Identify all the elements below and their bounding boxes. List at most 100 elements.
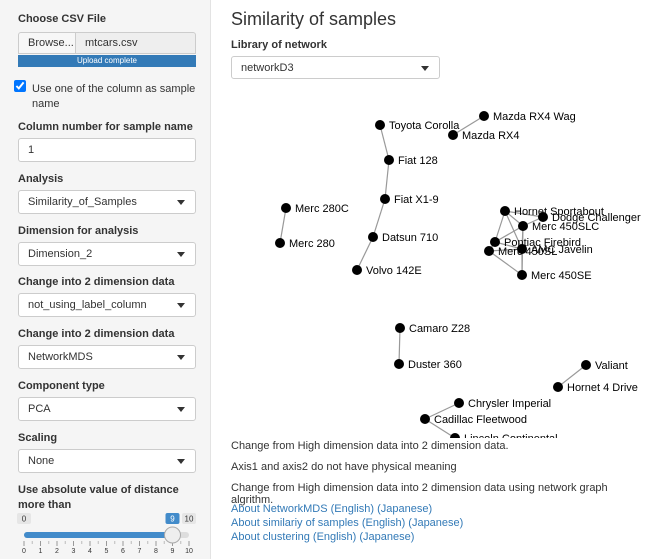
field-value: PCA — [28, 403, 51, 415]
edge — [379, 124, 390, 161]
node-label: Mazda RX4 Wag — [493, 111, 576, 123]
edge — [356, 236, 374, 271]
sidebar: Choose CSV File Browse... mtcars.csv Upl… — [0, 0, 211, 559]
node — [490, 237, 500, 247]
slider-badge-label: 9 — [170, 515, 175, 524]
node-label: Merc 280 — [289, 238, 335, 250]
node — [384, 155, 394, 165]
edge — [424, 418, 456, 438]
progress-bar: Upload complete — [18, 55, 196, 67]
slider-tick-label: 0 — [22, 548, 26, 555]
slider-fill — [24, 532, 173, 538]
node — [500, 206, 510, 216]
field-label: Change into 2 dimension data — [18, 276, 175, 289]
node — [275, 238, 285, 248]
edge — [494, 210, 506, 243]
slider[interactable]: 0 10 9 0 1 2 3 4 5 6 7 8 9 10 — [0, 510, 210, 559]
slider-tick-label: 2 — [55, 548, 59, 555]
checkbox[interactable] — [14, 80, 26, 92]
node-label: Valiant — [595, 360, 628, 372]
node-label: Fiat X1-9 — [394, 194, 439, 206]
node — [380, 194, 390, 204]
link[interactable]: About similariy of samples (English) (Ja… — [231, 517, 464, 529]
edge — [504, 210, 523, 250]
field-label: Change into 2 dimension data — [18, 328, 175, 341]
node — [375, 120, 385, 130]
node-label: Cadillac Fleetwood — [434, 414, 527, 426]
slider-handle — [164, 526, 181, 544]
select[interactable]: None — [18, 448, 196, 473]
library-value: networkD3 — [241, 61, 294, 74]
node — [479, 111, 489, 121]
field-value: NetworkMDS — [28, 351, 93, 364]
node — [518, 221, 528, 231]
edge — [372, 198, 386, 238]
slider-tick-label: 8 — [154, 548, 158, 555]
main-title: Similarity of samples — [231, 9, 397, 29]
node — [581, 360, 591, 370]
node-label: Merc 280C — [295, 203, 349, 215]
node — [352, 265, 362, 275]
slider-tick-label: 9 — [171, 548, 175, 555]
slider-tick-label: 7 — [138, 548, 142, 555]
field-label: Component type — [18, 380, 105, 392]
field-value: Dimension_2 — [28, 247, 93, 260]
slider-badge — [17, 513, 31, 524]
edge — [279, 207, 287, 244]
slider-tick-label: 3 — [72, 548, 76, 555]
field-value: None — [28, 454, 55, 467]
note: Change from High dimension data into 2 d… — [231, 482, 608, 506]
field-value: not_using_label_column — [28, 299, 147, 312]
select[interactable]: Similarity_of_Samples — [18, 189, 196, 214]
note: Axis1 and axis2 do not have physical mea… — [231, 461, 457, 473]
node-label: Merc 450SLC — [532, 221, 599, 233]
node-label: Merc 450SE — [531, 270, 592, 282]
note: Change from High dimension data into 2 d… — [231, 440, 509, 452]
edge — [424, 402, 460, 420]
edge — [488, 248, 523, 252]
slider-tick-label: 1 — [39, 548, 43, 555]
file-name: mtcars.csv — [75, 32, 196, 54]
file-label: Choose CSV File — [18, 13, 107, 25]
node-label: Camaro Z28 — [409, 323, 470, 335]
select[interactable]: PCA — [18, 397, 196, 421]
node — [553, 382, 563, 392]
text-input[interactable]: 1 — [18, 138, 196, 162]
node-label: Duster 360 — [408, 359, 462, 371]
field-label: Scaling — [18, 431, 58, 444]
edge — [384, 159, 390, 200]
node-label: Dodge Challenger — [552, 212, 641, 224]
node — [420, 414, 430, 424]
select[interactable]: Dimension_2 — [18, 241, 196, 266]
slider-tick-label: 4 — [88, 548, 92, 555]
slider-badge-label: 0 — [22, 515, 27, 524]
node — [395, 323, 405, 333]
slider-label: Use absolute value of distance more than — [18, 484, 179, 511]
link[interactable]: About NetworkMDS (English) (Japanese) — [231, 503, 433, 515]
library-select[interactable]: networkD3 — [231, 56, 440, 79]
node — [538, 212, 548, 222]
node — [450, 433, 460, 438]
node — [517, 270, 527, 280]
browse-button[interactable]: Browse... — [18, 32, 76, 54]
node — [484, 246, 494, 256]
select[interactable]: NetworkMDS — [18, 345, 196, 370]
node-label: Datsun 710 — [382, 232, 438, 244]
field-value: 1 — [28, 144, 35, 156]
field-label: Column number for sample name — [18, 121, 193, 133]
node-label: Merc 450SL — [498, 246, 557, 258]
library-label: Library of network — [231, 39, 327, 51]
edge — [494, 225, 524, 243]
slider-tick-label: 6 — [121, 548, 125, 555]
node-label: Hornet Sportabout — [514, 206, 604, 218]
edge — [488, 250, 523, 276]
link[interactable]: About clustering (English) (Japanese) — [231, 531, 415, 543]
select[interactable]: not_using_label_column — [18, 293, 196, 318]
field-label: Analysis — [18, 172, 64, 185]
node-label: Fiat 128 — [398, 155, 438, 167]
slider-tick-label: 5 — [105, 548, 109, 555]
network: Toyota Corolla Fiat 128 Fiat X1-9 Datsun 71… — [275, 111, 641, 438]
field-label: Dimension for analysis — [18, 224, 139, 237]
node — [368, 232, 378, 242]
